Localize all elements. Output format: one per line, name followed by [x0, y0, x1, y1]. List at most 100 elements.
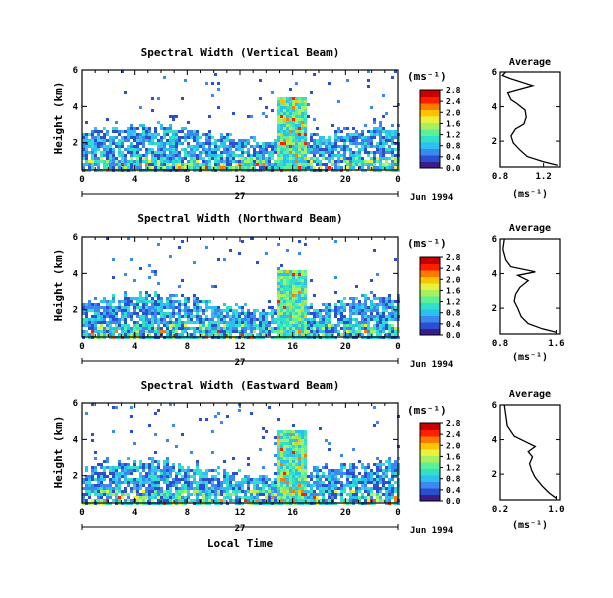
heatmap-cell — [217, 487, 220, 490]
heatmap-cell — [292, 121, 295, 124]
heatmap-cell — [181, 130, 184, 133]
heatmap-cell — [160, 163, 163, 166]
heatmap-cell — [172, 484, 175, 487]
heatmap-cell — [304, 118, 307, 121]
heatmap-cell — [385, 318, 388, 321]
heatmap-cell — [193, 321, 196, 324]
heatmap-cell — [151, 297, 154, 300]
heatmap-cell — [343, 154, 346, 157]
heatmap-cell — [112, 499, 115, 502]
heatmap-cell — [298, 136, 301, 139]
heatmap-cell — [310, 279, 313, 282]
heatmap-cell — [268, 142, 271, 145]
heatmap-cell — [202, 327, 205, 330]
heatmap-cell — [103, 472, 106, 475]
heatmap-cell — [235, 315, 238, 318]
heatmap-cell — [124, 327, 127, 330]
heatmap-cell — [121, 463, 124, 466]
heatmap-cell — [370, 163, 373, 166]
heatmap-cell — [109, 330, 112, 333]
heatmap-cell — [379, 496, 382, 499]
heatmap-cell — [136, 499, 139, 502]
average-profile-line — [502, 238, 557, 333]
heatmap-cell — [280, 324, 283, 327]
heatmap-cell — [274, 318, 277, 321]
heatmap-cell — [274, 321, 277, 324]
heatmap-cell — [379, 499, 382, 502]
heatmap-cell — [283, 330, 286, 333]
heatmap-cell — [214, 469, 217, 472]
heatmap-cell — [148, 309, 151, 312]
heatmap-cell — [355, 481, 358, 484]
heatmap-cell — [385, 139, 388, 142]
heatmap-cell — [322, 466, 325, 469]
heatmap-cell — [247, 475, 250, 478]
heatmap-cell — [259, 79, 262, 82]
heatmap-cell — [166, 142, 169, 145]
heatmap-cell — [229, 496, 232, 499]
heatmap-cell — [343, 490, 346, 493]
heatmap-cell — [325, 315, 328, 318]
heatmap-cell — [301, 457, 304, 460]
heatmap-cell — [133, 466, 136, 469]
heatmap-cell — [301, 151, 304, 154]
heatmap-cell — [295, 103, 298, 106]
heatmap-cell — [310, 499, 313, 502]
heatmap-cell — [82, 496, 85, 499]
heatmap-cell — [379, 330, 382, 333]
heatmap-cell — [124, 478, 127, 481]
heatmap-cell — [211, 487, 214, 490]
colorbar-frame — [419, 89, 441, 169]
heatmap-cell — [334, 487, 337, 490]
heatmap-cell — [301, 139, 304, 142]
heatmap-cell — [112, 160, 115, 163]
heatmap-cell — [169, 255, 172, 258]
heatmap-cell — [250, 318, 253, 321]
heatmap-cell — [370, 487, 373, 490]
heatmap-cell — [211, 333, 214, 336]
heatmap-cell — [277, 151, 280, 154]
heatmap-cell — [205, 306, 208, 309]
heatmap-cell — [211, 330, 214, 333]
heatmap-cell — [304, 306, 307, 309]
heatmap-cell — [244, 330, 247, 333]
heatmap-cell — [295, 136, 298, 139]
heatmap-cell — [364, 324, 367, 327]
heatmap-cell — [223, 318, 226, 321]
heatmap-cell — [358, 151, 361, 154]
heatmap-cell — [361, 496, 364, 499]
heatmap-cell — [241, 330, 244, 333]
heatmap-cell — [97, 145, 100, 148]
heatmap-cell — [217, 412, 220, 415]
heatmap-cell — [226, 493, 229, 496]
heatmap-cell — [244, 321, 247, 324]
heatmap-cell — [163, 127, 166, 130]
heatmap-cell — [127, 481, 130, 484]
heatmap-cell — [283, 460, 286, 463]
colorbar-tick-label: 0.4 — [446, 153, 461, 162]
heatmap-cell — [364, 297, 367, 300]
heatmap-cell — [301, 466, 304, 469]
heatmap-cell — [313, 151, 316, 154]
heatmap-cell — [355, 475, 358, 478]
heatmap-cell — [145, 291, 148, 294]
heatmap-cell — [340, 466, 343, 469]
heatmap-cell — [91, 157, 94, 160]
heatmap-cells — [82, 237, 400, 339]
heatmap-cell — [142, 127, 145, 130]
heatmap-cell — [166, 133, 169, 136]
heatmap-cell — [160, 478, 163, 481]
heatmap-cell — [304, 151, 307, 154]
heatmap-cell — [124, 148, 127, 151]
heatmap-cell — [118, 333, 121, 336]
heatmap-cell — [130, 415, 133, 418]
heatmap-cell — [379, 121, 382, 124]
heatmap-cell — [211, 324, 214, 327]
heatmap-cell — [124, 481, 127, 484]
heatmap-cell — [244, 499, 247, 502]
heatmap-cell — [373, 318, 376, 321]
heatmap-cell — [151, 496, 154, 499]
heatmap-cell — [292, 151, 295, 154]
heatmap-cell — [238, 321, 241, 324]
heatmap-cell — [175, 472, 178, 475]
